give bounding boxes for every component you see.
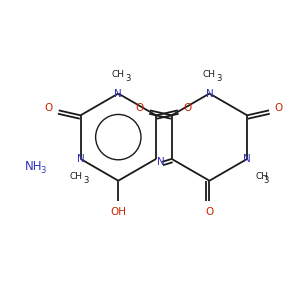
Text: 3: 3: [263, 176, 269, 185]
Text: N: N: [243, 154, 251, 164]
Text: OH: OH: [110, 207, 126, 218]
Text: O: O: [205, 207, 214, 218]
Text: N: N: [114, 88, 122, 98]
Text: O: O: [136, 103, 144, 113]
Text: CH: CH: [203, 70, 216, 79]
Text: N: N: [157, 157, 165, 167]
Text: O: O: [275, 103, 283, 113]
Text: O: O: [184, 103, 192, 113]
Text: 3: 3: [217, 74, 222, 83]
Text: 3: 3: [125, 74, 131, 83]
Text: O: O: [45, 103, 53, 113]
Text: NH: NH: [25, 160, 43, 173]
Text: N: N: [206, 88, 213, 98]
Text: 3: 3: [40, 166, 46, 175]
Text: CH: CH: [112, 70, 125, 79]
Text: 3: 3: [83, 176, 88, 185]
Text: N: N: [77, 154, 84, 164]
Text: CH: CH: [69, 172, 82, 181]
Text: CH: CH: [255, 172, 268, 181]
